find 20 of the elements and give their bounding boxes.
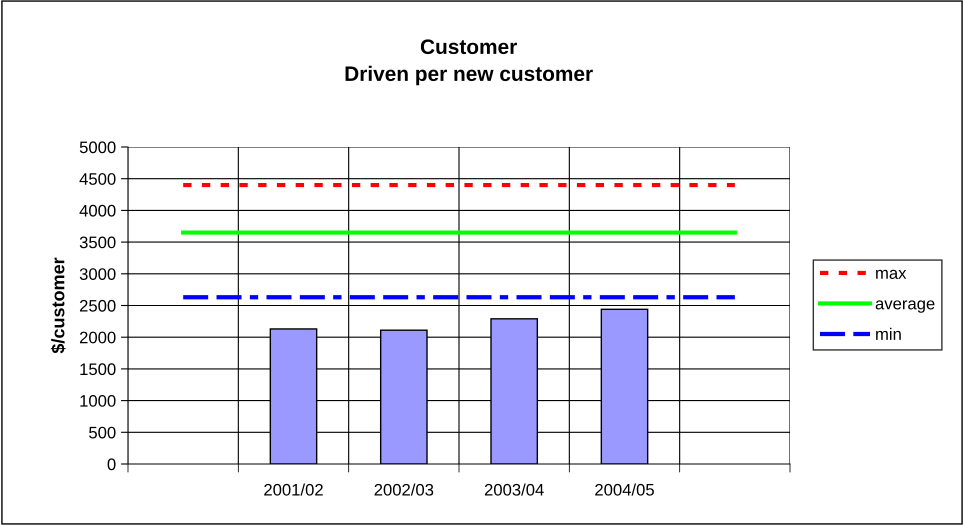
y-tick-label: 1000 xyxy=(80,395,116,407)
y-tick-label: 0 xyxy=(108,458,116,470)
legend-label: average xyxy=(876,300,934,313)
y-tick-label: 3000 xyxy=(80,268,116,280)
y-tick-label: 1500 xyxy=(80,363,116,376)
x-tick-label: 2001/02 xyxy=(264,483,323,496)
y-tick-label: 2000 xyxy=(80,332,116,344)
y-tick-label: 3500 xyxy=(80,236,116,248)
x-tick-label: 2004/05 xyxy=(595,483,654,496)
y-tick-label: 5000 xyxy=(80,141,116,154)
legend-label: max xyxy=(876,270,906,279)
y-tick-label: 4000 xyxy=(80,204,116,217)
chart-title: Customer Driven per new customer xyxy=(346,39,593,86)
legend-label: min xyxy=(876,328,901,340)
y-tick-label: 4500 xyxy=(80,173,116,185)
y-tick-label: 2500 xyxy=(80,300,116,312)
y-axis-title: $/customer xyxy=(50,258,66,354)
x-tick-label: 2003/04 xyxy=(484,483,544,496)
y-tick-label: 500 xyxy=(89,426,116,439)
x-tick-label: 2002/03 xyxy=(374,483,434,496)
